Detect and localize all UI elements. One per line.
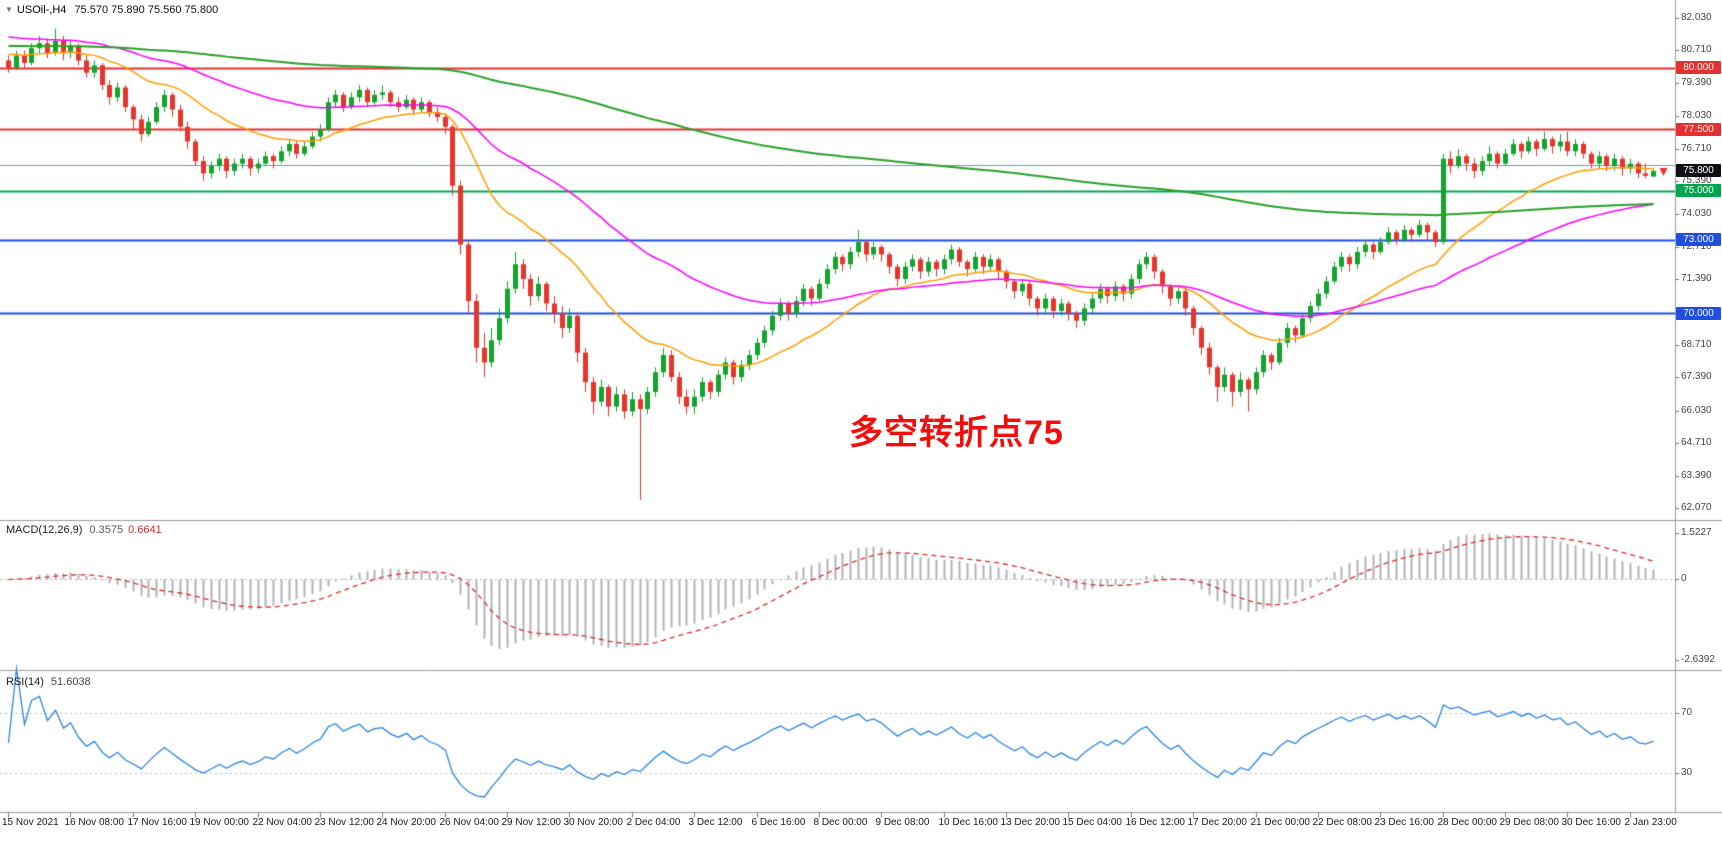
level-price-badge[interactable]: 73.000 (1676, 233, 1721, 247)
level-price-badge[interactable]: 77.500 (1676, 122, 1721, 136)
level-price-badge[interactable]: 75.000 (1676, 184, 1721, 198)
level-price-badge[interactable]: 70.000 (1676, 306, 1721, 320)
level-price-badge[interactable]: 80.000 (1676, 61, 1721, 75)
collapse-triangle-icon[interactable]: ▼ (5, 5, 13, 14)
